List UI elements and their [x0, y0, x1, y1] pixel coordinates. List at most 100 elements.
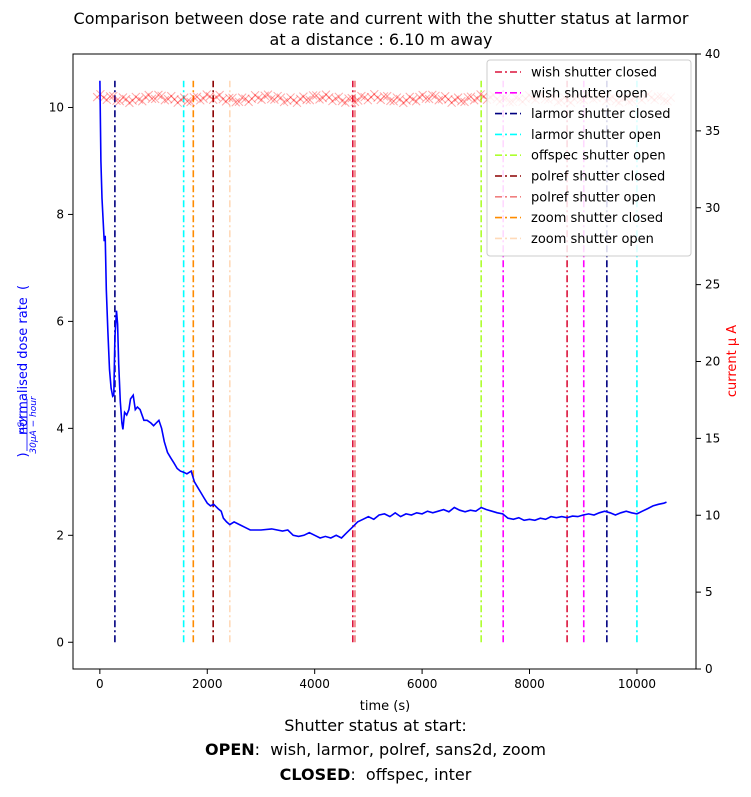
y-left-unit-numerator: μSv: [17, 416, 27, 434]
current-point: [205, 92, 215, 101]
current-point: [199, 94, 208, 104]
current-point: [118, 93, 128, 102]
y-right-tick-label: 35: [705, 124, 720, 138]
current-point: [276, 93, 286, 102]
legend-entry: larmor shutter open: [495, 128, 661, 143]
current-point: [253, 93, 263, 103]
current-point: [357, 91, 366, 101]
current-point: [237, 93, 247, 102]
current-point: [453, 93, 463, 102]
current-point: [308, 91, 318, 100]
y-left-tick-label: 6: [56, 314, 64, 328]
current-point: [112, 96, 121, 106]
current-point: [456, 96, 466, 106]
current-point: [273, 91, 282, 101]
legend-label: wish shutter closed: [531, 66, 657, 81]
legend-label: larmor shutter open: [531, 128, 661, 143]
current-point: [270, 95, 279, 104]
y-right-tick-label: 5: [705, 585, 713, 599]
x-tick-label: 6000: [407, 677, 438, 691]
current-point: [147, 94, 157, 104]
current-point: [369, 89, 379, 99]
current-point: [402, 96, 411, 105]
current-point: [137, 96, 147, 106]
current-point: [418, 90, 427, 100]
legend-entry: zoom shutter open: [495, 232, 654, 247]
dose-rate-line: [99, 80, 667, 539]
current-point: [154, 90, 163, 100]
current-point: [466, 92, 476, 102]
legend-entry: larmor shutter closed: [495, 107, 670, 122]
current-point: [347, 93, 357, 103]
x-tick-label: 4000: [299, 677, 330, 691]
current-point: [295, 94, 305, 104]
current-point: [234, 97, 244, 107]
y-right-tick-label: 25: [705, 278, 720, 292]
y-right-tick-label: 15: [705, 431, 720, 445]
current-point: [134, 95, 144, 104]
current-point: [221, 97, 231, 106]
current-point: [173, 98, 183, 108]
current-point: [392, 93, 402, 102]
current-point: [460, 97, 469, 107]
current-point: [279, 97, 289, 107]
caption-closed-text: : offspec, inter: [350, 765, 472, 784]
current-point: [321, 90, 331, 99]
current-point: [382, 91, 392, 101]
legend-label: offspec shutter open: [531, 149, 666, 164]
current-point: [241, 94, 250, 104]
current-point: [424, 94, 434, 104]
current-point: [373, 93, 382, 103]
current-point: [331, 94, 340, 103]
y-left-tick-label: 2: [56, 528, 64, 542]
current-point: [289, 95, 299, 105]
legend-label: zoom shutter closed: [531, 211, 663, 226]
current-point: [179, 93, 189, 102]
current-point: [340, 98, 350, 107]
current-point: [476, 90, 485, 99]
current-point: [299, 92, 308, 101]
current-point: [257, 95, 266, 105]
current-point: [302, 95, 311, 105]
current-point: [215, 90, 224, 100]
caption-open-label: OPEN: [204, 740, 255, 759]
current-point: [247, 94, 257, 104]
current-point: [176, 95, 186, 104]
current-point: [228, 93, 237, 103]
legend-entry: offspec shutter open: [495, 149, 666, 164]
current-point: [328, 96, 337, 106]
current-point: [315, 94, 324, 104]
current-point: [440, 91, 450, 101]
y-right-tick-label: 40: [705, 47, 720, 61]
current-point: [231, 97, 241, 107]
legend-entry: wish shutter closed: [495, 66, 657, 81]
legend-label: zoom shutter open: [531, 232, 654, 247]
current-point: [189, 92, 199, 102]
current-point: [183, 96, 192, 106]
current-point: [170, 94, 179, 104]
current-point: [108, 91, 118, 101]
legend-box: [486, 59, 692, 257]
current-point: [121, 94, 131, 104]
current-point: [166, 91, 176, 101]
legend: wish shutter closed wish shutter open larm…: [486, 59, 692, 257]
current-point: [192, 92, 202, 102]
current-point: [160, 95, 170, 105]
current-point: [282, 96, 292, 105]
current-point: [186, 97, 195, 107]
legend-entry: wish shutter open: [495, 86, 648, 101]
current-point: [224, 93, 234, 103]
current-point: [128, 96, 137, 105]
y-right-tick-label: 0: [705, 662, 713, 676]
current-point: [305, 95, 315, 105]
current-point: [450, 95, 460, 104]
current-point: [360, 92, 369, 102]
x-tick-label: 2000: [192, 677, 223, 691]
current-point: [344, 94, 353, 103]
y-left-unit-fraction: μSv 30μA − hour: [17, 395, 39, 454]
current-point: [105, 91, 115, 101]
y-right-tick-label: 20: [705, 355, 720, 369]
y-left-tick-label: 8: [56, 207, 64, 221]
current-point: [286, 93, 295, 102]
